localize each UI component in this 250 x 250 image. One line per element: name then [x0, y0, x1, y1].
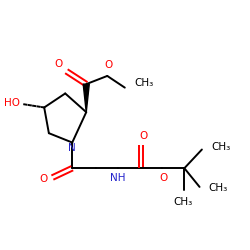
Text: CH₃: CH₃ — [134, 78, 154, 88]
Text: O: O — [104, 60, 112, 70]
Text: N: N — [68, 142, 76, 152]
Text: O: O — [54, 59, 62, 69]
Text: O: O — [139, 131, 147, 141]
Polygon shape — [83, 84, 89, 112]
Text: CH₃: CH₃ — [208, 183, 228, 193]
Text: HO: HO — [4, 98, 20, 108]
Text: NH: NH — [110, 173, 126, 183]
Text: O: O — [39, 174, 47, 184]
Text: CH₃: CH₃ — [174, 197, 193, 207]
Text: O: O — [159, 173, 168, 183]
Text: CH₃: CH₃ — [211, 142, 231, 152]
